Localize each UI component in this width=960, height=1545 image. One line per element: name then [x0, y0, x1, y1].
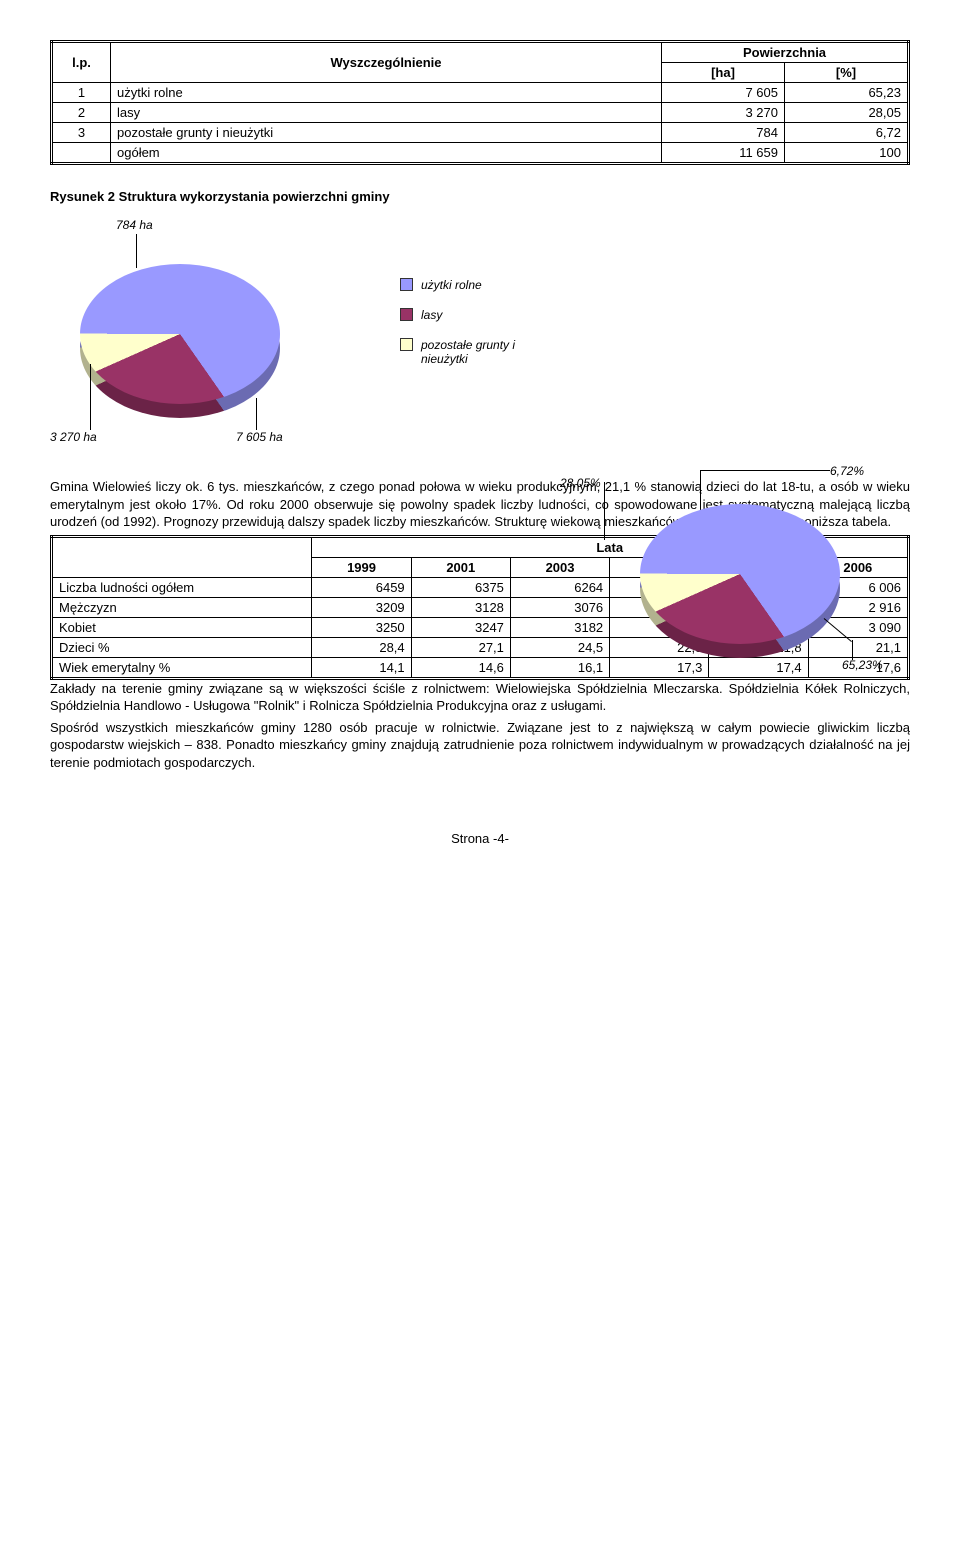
- pie-right: 6,72% 28,05% 65,23%: [590, 458, 930, 698]
- row-label: Liczba ludności ogółem: [52, 577, 312, 597]
- legend-swatch: [400, 338, 413, 351]
- figure-caption: Rysunek 2 Struktura wykorzystania powier…: [50, 189, 910, 204]
- table-row: 1 użytki rolne 7 605 65,23: [52, 83, 909, 103]
- cell-value: 6459: [312, 577, 411, 597]
- page-footer: Strona -4-: [50, 831, 910, 846]
- legend-item: użytki rolne: [400, 278, 515, 292]
- cell-value: 3209: [312, 597, 411, 617]
- legend-label: lasy: [421, 308, 442, 322]
- cell-value: 3128: [411, 597, 510, 617]
- pie-charts: 784 ha 3 270 ha 7 605 ha użytki rolne la…: [50, 218, 910, 478]
- th-pow: Powierzchnia: [662, 42, 909, 63]
- th-ha: [ha]: [662, 63, 785, 83]
- row-label: Kobiet: [52, 617, 312, 637]
- cell-value: 3247: [411, 617, 510, 637]
- legend-label: użytki rolne: [421, 278, 482, 292]
- th-wysz: Wyszczególnienie: [111, 42, 662, 83]
- pie-label: 6,72%: [830, 464, 864, 478]
- pie-left: 784 ha 3 270 ha 7 605 ha: [50, 218, 390, 458]
- row-label: Dzieci %: [52, 637, 312, 657]
- pie-label: 65,23%: [842, 658, 883, 672]
- cell-value: 14,1: [312, 657, 411, 678]
- th-pct: [%]: [785, 63, 909, 83]
- row-label: Mężczyzn: [52, 597, 312, 617]
- land-use-table: l.p. Wyszczególnienie Powierzchnia [ha] …: [50, 40, 910, 165]
- table-row-total: ogółem 11 659 100: [52, 143, 909, 164]
- legend-swatch: [400, 278, 413, 291]
- pie-label: 784 ha: [116, 218, 153, 232]
- table-row: 3 pozostałe grunty i nieużytki 784 6,72: [52, 123, 909, 143]
- legend-item: pozostałe grunty i nieużytki: [400, 338, 515, 366]
- pie-legend: użytki rolne lasy pozostałe grunty i nie…: [400, 278, 515, 382]
- row-label: Wiek emerytalny %: [52, 657, 312, 678]
- legend-label: pozostałe grunty i nieużytki: [421, 338, 515, 366]
- pie-label: 28,05%: [560, 476, 601, 490]
- cell-value: 6375: [411, 577, 510, 597]
- cell-value: 14,6: [411, 657, 510, 678]
- th-year: 2001: [411, 557, 510, 577]
- pie-label: 3 270 ha: [50, 430, 97, 444]
- paragraph: Spośród wszystkich mieszkańców gminy 128…: [50, 719, 910, 772]
- table-row: 2 lasy 3 270 28,05: [52, 103, 909, 123]
- cell-value: 3250: [312, 617, 411, 637]
- legend-item: lasy: [400, 308, 515, 322]
- th-lp: l.p.: [52, 42, 111, 83]
- legend-swatch: [400, 308, 413, 321]
- th-year: 1999: [312, 557, 411, 577]
- pie-label: 7 605 ha: [236, 430, 283, 444]
- cell-value: 27,1: [411, 637, 510, 657]
- cell-value: 28,4: [312, 637, 411, 657]
